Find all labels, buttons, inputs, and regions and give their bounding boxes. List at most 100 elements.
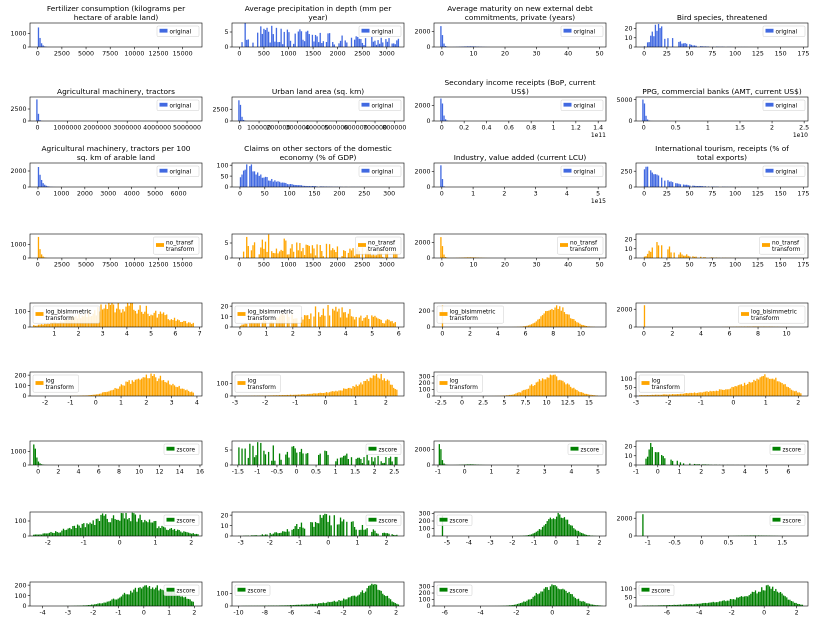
legend: zscore	[163, 584, 200, 596]
histogram-bar	[516, 392, 519, 396]
x-tick-label: 7.5	[520, 400, 530, 407]
y-tick-label: 100	[14, 593, 26, 600]
histogram-bar	[563, 517, 566, 536]
histogram-bar	[391, 384, 393, 396]
x-tick-label: -5	[444, 540, 450, 547]
x-tick-label: 0	[238, 191, 242, 198]
legend-label: transform	[248, 316, 277, 322]
histogram-bar	[667, 38, 669, 47]
histogram-bar	[109, 522, 112, 536]
legend-box	[32, 305, 100, 324]
histogram-bar	[361, 463, 364, 465]
histogram-bar	[679, 184, 682, 187]
y-tick-label: 5	[224, 447, 228, 454]
legend-box	[156, 99, 200, 111]
histogram-bar	[353, 319, 356, 327]
histogram-bar	[341, 35, 343, 47]
histogram-bar	[332, 41, 334, 47]
histogram-bar	[664, 394, 666, 396]
histogram-bar	[322, 308, 324, 327]
histogram-bar	[55, 322, 57, 327]
histogram-bar	[123, 385, 126, 396]
legend: zscore	[769, 514, 806, 526]
histogram-bar	[155, 520, 157, 536]
histogram-bar	[241, 324, 243, 327]
x-tick-label: 8	[117, 469, 121, 476]
legend-box	[560, 165, 604, 177]
histogram-bar	[383, 462, 385, 465]
histogram-bar	[81, 523, 83, 536]
histogram-bar	[155, 310, 157, 327]
histogram-bar	[700, 46, 702, 47]
y-tick-label: 0	[224, 118, 228, 125]
x-tick-label: 1	[764, 400, 768, 407]
x-tick-label: -1	[698, 400, 704, 407]
histogram-bar	[186, 389, 188, 396]
histogram-bar	[371, 457, 373, 465]
histogram-bar	[761, 376, 763, 396]
panel-title: commitments, private (years)	[465, 13, 576, 22]
panel-title: US$)	[511, 87, 529, 96]
x-tick-label: 100	[729, 191, 741, 198]
histogram-bar	[703, 186, 705, 187]
histogram-bar	[382, 532, 384, 536]
histogram-bar	[591, 604, 594, 606]
histogram-bar	[703, 391, 705, 396]
histogram-bar	[745, 384, 747, 396]
histogram-bar	[762, 590, 764, 606]
histogram-bar	[546, 587, 548, 606]
histogram-bar	[374, 40, 376, 47]
legend-box	[436, 305, 504, 324]
histogram-bar	[657, 394, 660, 396]
axes-frame	[635, 162, 809, 188]
histogram-bar	[712, 601, 714, 606]
x-tick-label: 1	[678, 469, 682, 476]
histogram-bar	[347, 597, 350, 606]
histogram-bar	[779, 591, 782, 606]
histogram-bar	[86, 523, 88, 536]
histogram-bar	[369, 377, 371, 396]
x-tick-label: 1.4	[593, 125, 603, 132]
histogram-bar	[292, 251, 295, 258]
histogram-bar	[473, 257, 475, 258]
legend-label: transform	[450, 316, 479, 322]
histogram-bar	[349, 248, 351, 258]
y-tick-label: 10	[220, 523, 228, 530]
histogram-bar	[689, 392, 691, 396]
histogram-bar	[343, 250, 345, 258]
histogram-bar	[292, 528, 295, 536]
histogram-bar	[693, 256, 696, 258]
histogram-bar	[324, 315, 326, 327]
histogram-bar	[141, 520, 143, 536]
histogram-bar	[570, 318, 572, 327]
histogram-bar	[159, 311, 162, 327]
histogram-bar	[545, 587, 547, 606]
histogram-bar	[698, 185, 700, 187]
y-tick-label: 100	[418, 526, 430, 533]
x-tick-label: 0	[94, 400, 98, 407]
histogram-bar	[731, 599, 733, 606]
panel-title: Agricultural machinery, tractors	[57, 87, 175, 96]
histogram-bar	[353, 526, 356, 536]
legend: original	[762, 25, 806, 37]
histogram-bar	[571, 318, 573, 327]
histogram-bar	[258, 322, 260, 327]
histogram-bar	[566, 519, 569, 536]
histogram-bar	[176, 319, 179, 327]
histogram-bar	[548, 519, 550, 536]
histogram-bar	[364, 317, 367, 327]
legend-box	[163, 443, 200, 455]
histogram-bar	[678, 394, 680, 396]
histogram-bar	[800, 393, 802, 396]
legend-label: zscore	[177, 518, 196, 524]
axes-frame	[433, 302, 607, 328]
histogram-bar	[347, 252, 350, 258]
histogram-bar	[40, 534, 43, 536]
legend-label: zscore	[652, 588, 671, 594]
histogram-bar	[665, 394, 668, 396]
x-tick-label: 40	[564, 51, 572, 58]
